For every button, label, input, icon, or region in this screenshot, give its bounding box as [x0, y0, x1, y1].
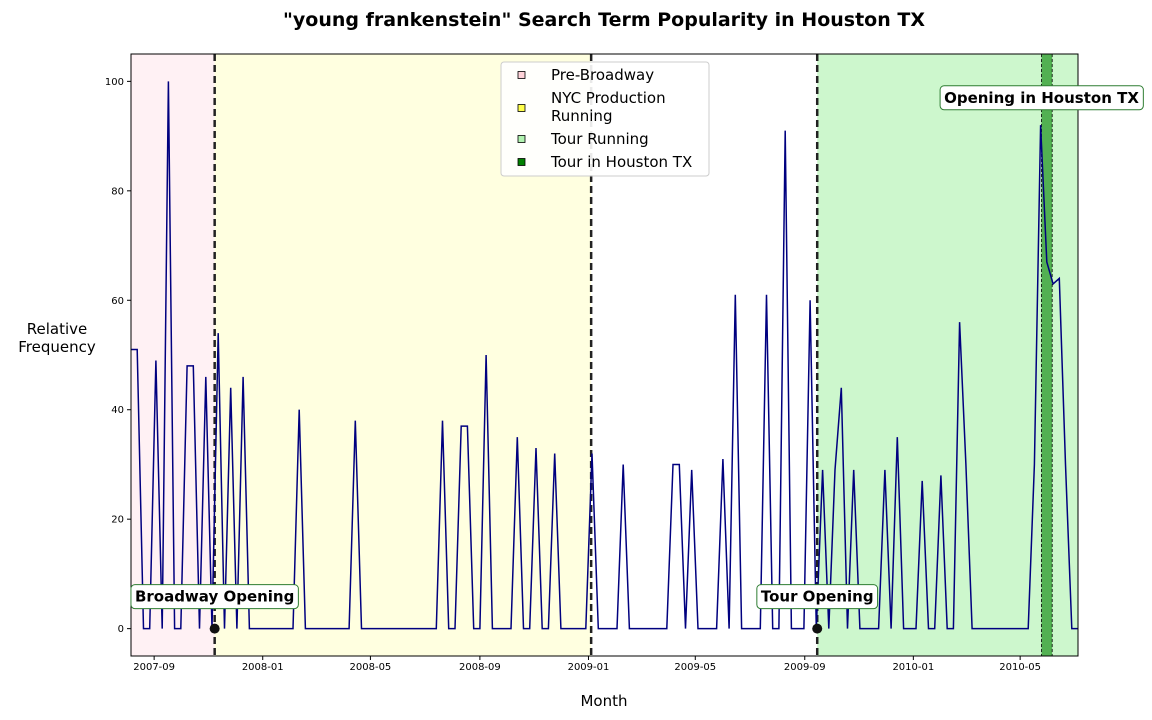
x-tick-label: 2009-09	[784, 662, 826, 673]
x-axis-label: Month	[580, 692, 627, 710]
annotation-box	[939, 85, 1144, 111]
annotation-box	[756, 584, 879, 610]
legend-box	[500, 61, 710, 177]
annotations: Broadway Opening Tour Opening Opening in H…	[130, 85, 1144, 634]
annotation-box	[130, 584, 299, 610]
x-tick-label: 2009-05	[674, 662, 716, 673]
legend-label: NYC Production Running	[551, 89, 666, 125]
annotation: Broadway Opening	[130, 584, 299, 610]
y-axis-ticks: 0 20 40 60 80 100	[105, 77, 131, 635]
shaded-region	[817, 54, 1078, 656]
legend-swatch	[517, 135, 526, 143]
legend-item: NYC Production Running	[517, 89, 666, 125]
legend: Pre-Broadway NYC Production Running Tour Ru…	[500, 61, 710, 177]
legend-label: Tour in Houston TX	[550, 153, 692, 171]
legend-label: Tour Running	[550, 130, 649, 148]
y-tick-label: 60	[111, 296, 124, 307]
shaded-region	[1041, 54, 1053, 656]
legend-item: Tour Running	[517, 130, 649, 148]
series-layer	[131, 81, 1078, 630]
legend-swatch	[517, 104, 526, 112]
y-tick-label: 20	[111, 515, 124, 526]
x-tick-label: 2009-01	[568, 662, 610, 673]
x-tick-label: 2008-09	[459, 662, 501, 673]
annotation-marker	[209, 623, 220, 634]
x-axis-ticks: 2007-09 2008-01 2008-05 2008-09 2009-01 2009-…	[133, 656, 1041, 673]
y-axis-label: Relative Frequency	[18, 320, 96, 356]
x-tick-label: 2010-05	[999, 662, 1041, 673]
legend-item: Pre-Broadway	[517, 66, 654, 84]
annotation-text: Broadway Opening	[135, 588, 294, 606]
chart-title: "young frankenstein" Search Term Popular…	[283, 9, 925, 31]
annotation-text: Opening in Houston TX	[944, 89, 1139, 107]
y-tick-label: 40	[111, 405, 124, 416]
legend-swatch	[517, 158, 526, 166]
x-tick-label: 2008-01	[242, 662, 284, 673]
x-tick-label: 2007-09	[133, 662, 175, 673]
shaded-region	[131, 54, 215, 656]
x-tick-label: 2008-05	[350, 662, 392, 673]
y-tick-label: 80	[111, 186, 124, 197]
annotation: Tour Opening	[756, 584, 879, 610]
annotation-text: Tour Opening	[761, 588, 874, 606]
series-line	[131, 81, 1078, 630]
y-tick-label: 0	[118, 624, 124, 635]
plot-frame	[130, 53, 1079, 657]
legend-swatch	[517, 71, 526, 79]
legend-label: Pre-Broadway	[551, 66, 654, 84]
annotation: Opening in Houston TX	[939, 85, 1144, 111]
x-tick-label: 2010-01	[892, 662, 934, 673]
legend-item: Tour in Houston TX	[517, 153, 692, 171]
annotation-marker	[812, 623, 823, 634]
y-tick-label: 100	[105, 77, 124, 88]
